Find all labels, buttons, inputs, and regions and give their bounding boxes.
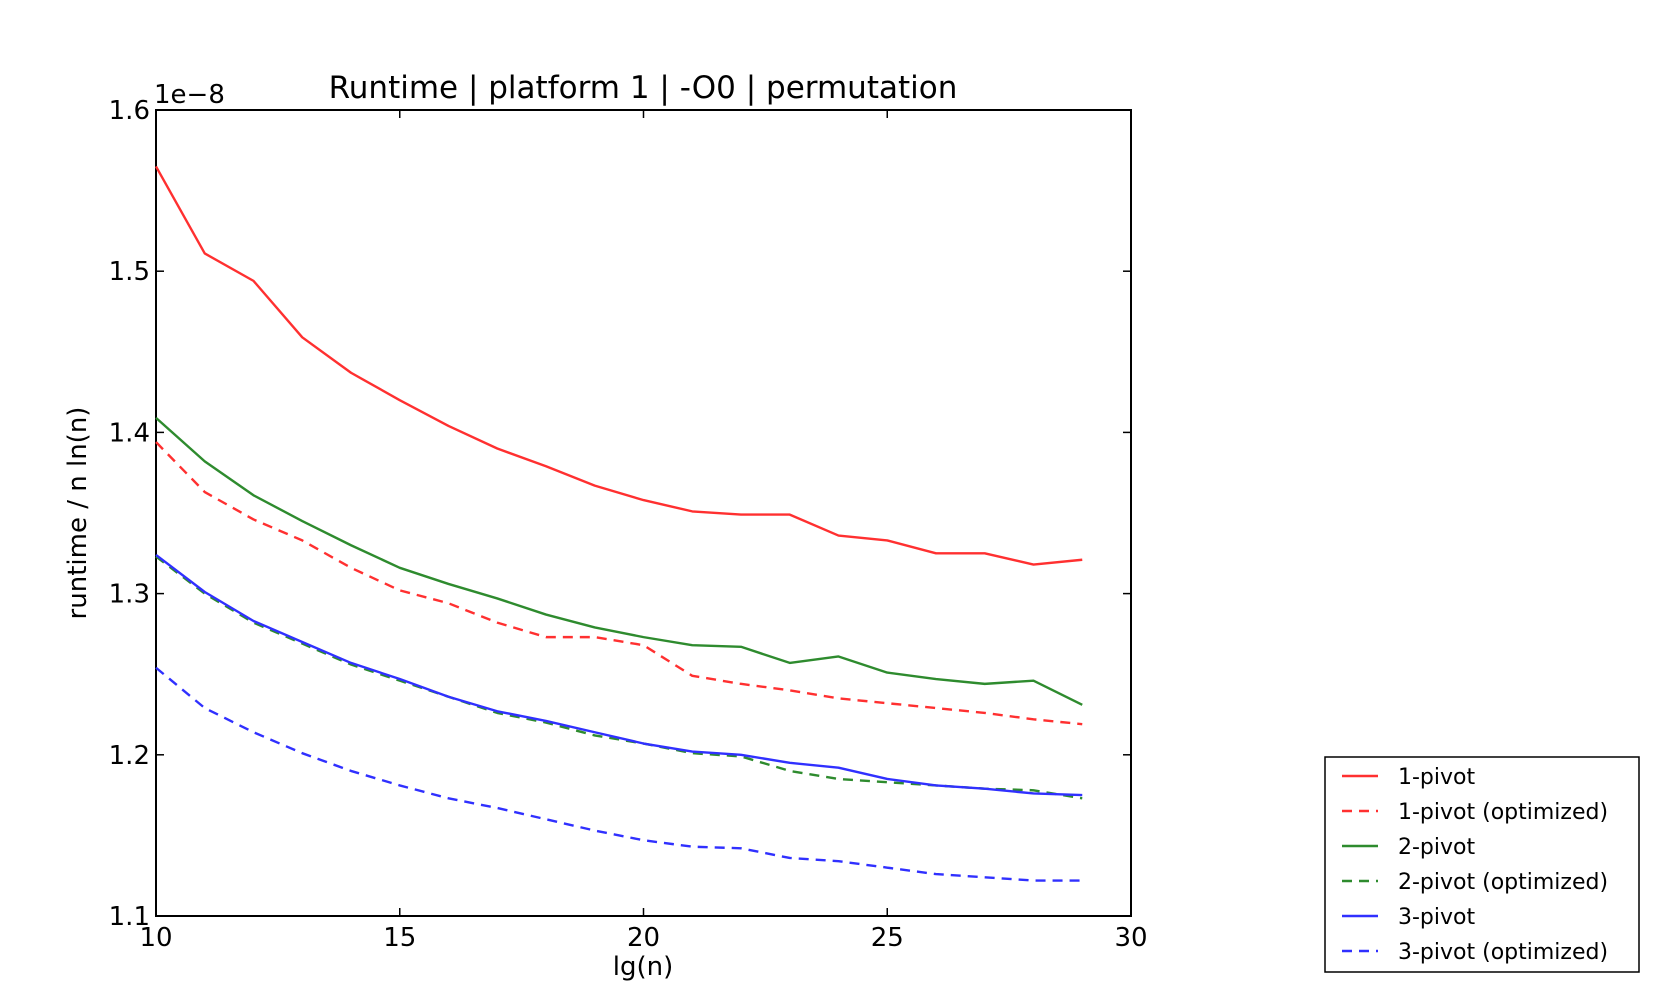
axis-ticks: 10 15 20 25 30 1.1 1.2 1.3 1.4 1.5 1.6 <box>109 96 1148 953</box>
series-line-3-pivot-optimized <box>155 666 1083 882</box>
x-tick-label: 25 <box>871 923 904 953</box>
chart-title: Runtime | platform 1 | -O0 | permutation <box>329 70 958 106</box>
series-lines <box>154 165 1083 882</box>
series-line-3-pivot <box>155 553 1083 797</box>
legend-label: 3-pivot <box>1398 905 1475 930</box>
y-tick-label: 1.6 <box>109 96 150 126</box>
legend-box <box>1324 756 1640 973</box>
legend-label: 1-pivot (optimized) <box>1398 800 1608 825</box>
y-tick-label: 1.2 <box>109 741 150 771</box>
series-line-1-pivot <box>154 165 1083 566</box>
x-tick-label: 15 <box>383 923 416 953</box>
legend-label: 2-pivot <box>1398 835 1475 860</box>
legend-label: 3-pivot (optimized) <box>1398 940 1608 965</box>
y-axis-label: runtime / n ln(n) <box>63 407 93 620</box>
series-line-1-pivot-optimized <box>155 441 1083 726</box>
x-tick-label: 20 <box>627 923 660 953</box>
x-tick-label: 30 <box>1114 923 1147 953</box>
legend-label: 2-pivot (optimized) <box>1398 870 1608 895</box>
legend-label: 1-pivot <box>1398 765 1475 790</box>
y-tick-label: 1.1 <box>109 902 150 932</box>
y-tick-label: 1.5 <box>109 257 150 287</box>
y-tick-label: 1.4 <box>109 418 150 448</box>
y-tick-label: 1.3 <box>109 580 150 610</box>
legend: 1-pivot 1-pivot (optimized) 2-pivot 2-pivot… <box>1324 756 1640 973</box>
x-tick-label: 10 <box>139 923 172 953</box>
x-axis-label: lg(n) <box>613 952 674 982</box>
plot-area <box>155 109 1132 917</box>
y-offset-label: 1e−8 <box>154 80 225 110</box>
series-line-2-pivot <box>155 416 1083 706</box>
